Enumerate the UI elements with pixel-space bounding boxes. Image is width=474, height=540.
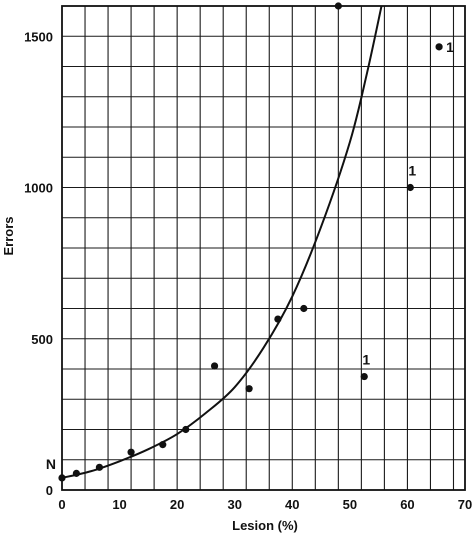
data-point: [245, 385, 253, 393]
data-point: [182, 425, 190, 434]
y-axis-label: Errors: [1, 216, 16, 255]
data-point: [406, 183, 414, 192]
data-point: [435, 43, 443, 51]
y-tick-label: 0: [46, 483, 53, 498]
x-tick-label: 70: [458, 497, 472, 512]
grid: [61, 5, 466, 491]
data-points: N5111: [46, 2, 454, 482]
x-tick-label: 40: [285, 497, 299, 512]
data-point-label: 1: [362, 352, 370, 368]
data-point: [210, 362, 219, 370]
x-tick-label: 50: [343, 497, 357, 512]
data-point: [360, 372, 368, 381]
data-point-label: N: [46, 456, 56, 472]
data-point-label: 1: [408, 163, 416, 179]
x-tick-label: 30: [227, 497, 241, 512]
data-point: [58, 474, 66, 482]
fit-curve-layer: [61, 5, 383, 479]
data-point: [72, 469, 80, 477]
x-tick-label: 60: [400, 497, 414, 512]
x-axis-label: Lesion (%): [232, 518, 298, 533]
x-tick-label: 10: [112, 497, 126, 512]
y-tick-label: 1500: [24, 29, 53, 44]
x-tick-label: 20: [170, 497, 184, 512]
data-point: [159, 441, 167, 449]
plot-frame: [61, 5, 466, 491]
data-point-label: 1: [446, 39, 454, 55]
data-point: [300, 304, 308, 313]
data-point: [274, 315, 282, 323]
data-point: [95, 463, 104, 471]
data-point: [127, 448, 135, 456]
fit-curve: [61, 5, 383, 479]
data-point: [334, 2, 342, 10]
y-tick-label: 500: [31, 332, 53, 347]
tick-labels: 0 10 20 30 40 50 60 70 0 500 1000 1500: [24, 29, 472, 512]
x-tick-label: 0: [58, 497, 65, 512]
y-tick-label: 1000: [24, 181, 53, 196]
